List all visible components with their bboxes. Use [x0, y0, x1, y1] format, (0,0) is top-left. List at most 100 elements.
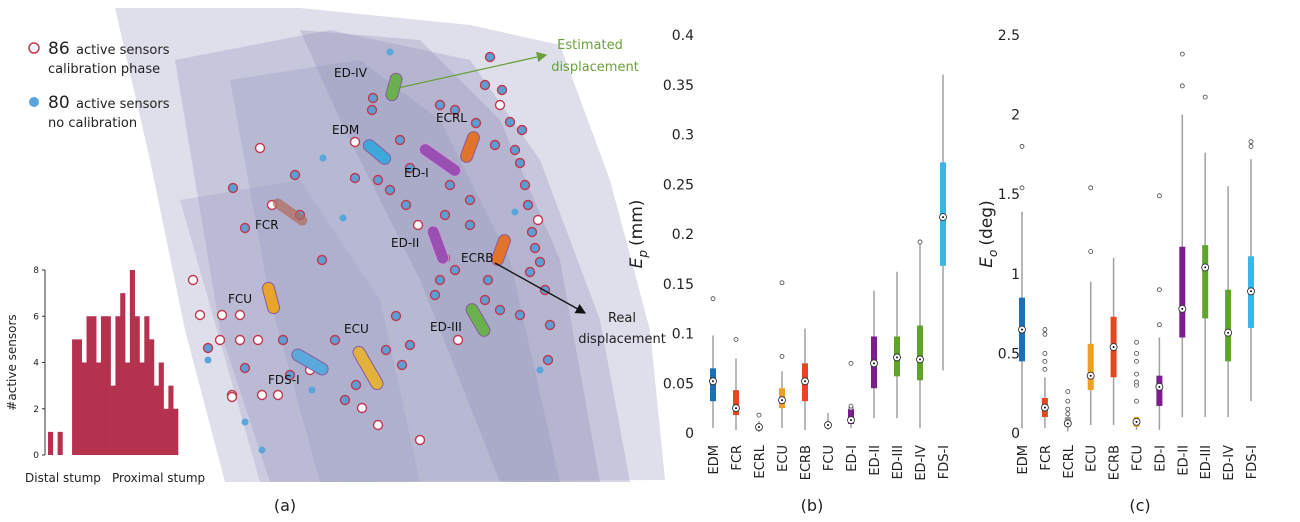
sensor [339, 214, 347, 222]
caption: (c) [1129, 496, 1150, 515]
sensor [194, 309, 206, 321]
y-axis-label: Eo (deg) [977, 200, 1000, 267]
bar [153, 385, 160, 455]
x-annotation: Distal stump [25, 471, 101, 485]
x-tick-label: ED-IV [1222, 445, 1237, 481]
sensor [396, 359, 408, 371]
x-tick-label: FCU [1131, 445, 1146, 471]
muscle-label: ED-II [391, 236, 419, 250]
x-tick-label: ED-II [1176, 445, 1191, 476]
median-dot [712, 380, 714, 383]
y-tick-label: 0.35 [663, 78, 694, 94]
sensor [511, 208, 519, 216]
outlier [1065, 389, 1071, 395]
y-axis-label: Ep (mm) [627, 200, 650, 269]
sensor [214, 334, 226, 346]
outlier [1202, 94, 1208, 100]
sensor [489, 139, 501, 151]
sensor [256, 389, 268, 401]
outlier [1088, 185, 1094, 191]
median-dot [850, 419, 852, 422]
outlier [1019, 144, 1025, 149]
sensor [284, 369, 296, 381]
sensor [542, 354, 554, 366]
sensor [202, 342, 214, 354]
y-tick-label: 2 [1011, 108, 1020, 124]
sensor [516, 124, 528, 136]
estimated-label: displacement [551, 60, 639, 75]
y-tick-label: 1.5 [998, 187, 1020, 203]
sensor [509, 144, 521, 156]
bar [100, 316, 107, 455]
sensor [204, 356, 212, 364]
bar [96, 362, 102, 455]
sensor [482, 274, 494, 286]
sensor [494, 99, 506, 111]
sensor [412, 219, 424, 231]
x-tick-label: ED-III [1199, 445, 1214, 479]
sensor [526, 226, 538, 238]
outlier [1134, 379, 1139, 385]
ylabel-unit: (mm) [627, 200, 647, 246]
sensor [252, 334, 264, 346]
outlier [1248, 139, 1254, 145]
outlier [1042, 331, 1048, 337]
sensor [289, 169, 301, 181]
outlier [756, 412, 762, 418]
outlier [1134, 350, 1139, 356]
y-tick-label: 0.15 [663, 277, 694, 293]
bar [129, 270, 135, 455]
outlier [1248, 144, 1254, 149]
outlier [1134, 398, 1139, 404]
sensor [372, 174, 384, 186]
estimated-label: Estimated [557, 38, 623, 53]
sensor [449, 104, 461, 116]
median-dot [896, 356, 898, 359]
bar [81, 362, 87, 455]
sensor [216, 309, 228, 321]
sensor [234, 309, 246, 321]
sensor [504, 116, 516, 128]
y-tick-label: 0.2 [672, 227, 694, 243]
y-tick-label: 1 [1011, 267, 1020, 283]
sensor [449, 264, 461, 276]
sensor [380, 344, 392, 356]
sensor [372, 419, 384, 431]
y-tick-label: 0.5 [998, 346, 1020, 362]
caption: (a) [274, 496, 296, 515]
muscle-label: ECU [344, 322, 369, 336]
bar [158, 362, 164, 455]
bar [115, 316, 121, 455]
y-tick-label: 0.1 [672, 327, 694, 343]
outlier [1179, 51, 1185, 57]
y-tick-label: 0 [1011, 426, 1020, 442]
sensor [532, 214, 544, 226]
outlier [1134, 339, 1139, 345]
muscle-label: ED-I [404, 166, 429, 180]
y-tick-label: 0 [33, 451, 39, 461]
muscle-label: FCU [228, 292, 252, 306]
median-dot [827, 424, 829, 427]
bar [173, 408, 179, 455]
sensor [384, 184, 396, 196]
median-dot [1021, 328, 1023, 331]
sensor [534, 256, 546, 268]
x-tick-label: FCR [730, 445, 745, 471]
median-dot [1250, 290, 1252, 293]
muscle-labels: ED-IV EDM ECRL ED-I FCR ED-II ECRB FCU E… [228, 66, 494, 387]
median-dot [1066, 422, 1069, 425]
outlier [1042, 358, 1048, 364]
outlier [1157, 287, 1162, 293]
x-tick-label: ECU [776, 445, 791, 472]
sensor [400, 199, 412, 211]
sensor [444, 179, 456, 191]
bar [76, 339, 83, 455]
outlier [1042, 350, 1048, 356]
median-dot [919, 358, 921, 361]
ylabel-subscript: p [636, 250, 650, 259]
bar [163, 408, 169, 455]
y-tick-label: 8 [33, 266, 39, 276]
outlier [1042, 366, 1048, 372]
